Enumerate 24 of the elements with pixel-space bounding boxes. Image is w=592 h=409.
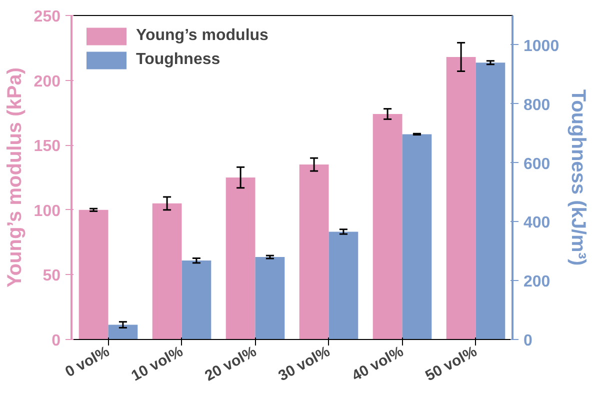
y-tick-label: 250 xyxy=(34,8,61,26)
x-tick-label: 30 vol% xyxy=(276,343,333,385)
y2-tick-label: 200 xyxy=(524,274,550,291)
y2-tick-label: 600 xyxy=(524,156,550,173)
y-tick-label: 200 xyxy=(34,73,61,90)
x-tick-label: 50 vol% xyxy=(422,343,480,385)
x-tick-label: 10 vol% xyxy=(128,343,186,385)
y-tick-label: 0 xyxy=(52,332,61,350)
legend-label: Toughness xyxy=(136,51,220,69)
y2-tick-label: 400 xyxy=(524,214,550,232)
y-tick-label: 150 xyxy=(34,138,61,156)
legend-label: Young’s modulus xyxy=(136,27,268,45)
y-tick-label: 100 xyxy=(34,202,61,220)
y2-tick-label: 1000 xyxy=(524,38,560,55)
y2-tick-label: 0 xyxy=(524,332,532,350)
x-tick-label: 20 vol% xyxy=(202,343,260,385)
y-tick-label: 50 xyxy=(42,268,61,285)
y-axis-title: Young’s modulus (kPa) xyxy=(4,67,26,288)
bar xyxy=(78,210,108,340)
x-tick-label: 40 vol% xyxy=(349,343,406,385)
y2-axis-title: Toughness (kJ/m³) xyxy=(567,89,590,266)
bar xyxy=(108,324,138,340)
x-tick-label: 0 vol% xyxy=(62,343,112,381)
y2-tick-label: 800 xyxy=(524,96,550,114)
